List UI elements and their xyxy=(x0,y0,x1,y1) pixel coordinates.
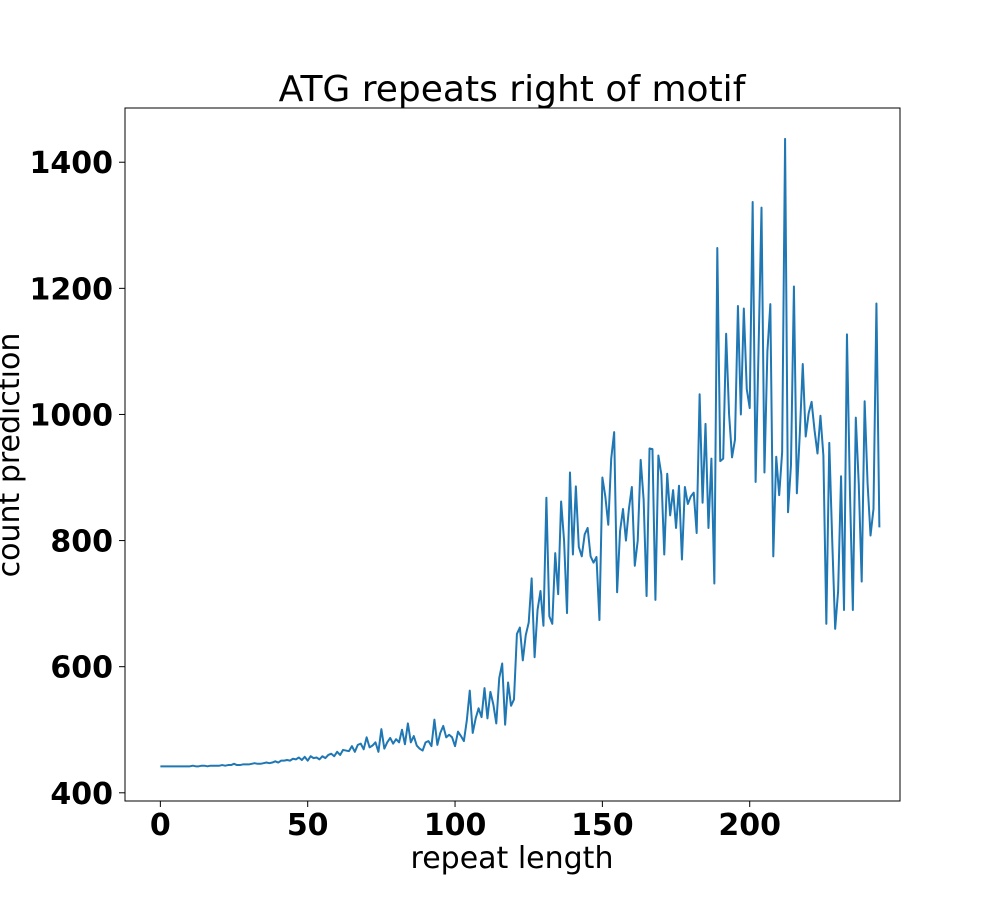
x-axis-label: repeat length xyxy=(411,841,614,876)
y-tick-label: 600 xyxy=(50,651,113,686)
y-axis-label: count prediction xyxy=(0,333,27,578)
y-tick-label: 1200 xyxy=(30,272,114,307)
chart-title: ATG repeats right of motif xyxy=(279,69,747,110)
y-axis: 400 600 800 1000 1200 1400 xyxy=(30,146,125,812)
y-tick-label: 400 xyxy=(50,777,113,812)
x-axis: 0 50 100 150 200 xyxy=(150,801,781,843)
x-tick-label: 200 xyxy=(718,808,781,843)
y-tick-label: 1000 xyxy=(30,398,114,433)
x-tick-label: 150 xyxy=(571,808,634,843)
y-tick-label: 1400 xyxy=(30,146,114,181)
x-tick-label: 50 xyxy=(287,808,329,843)
x-tick-label: 100 xyxy=(424,808,487,843)
x-tick-label: 0 xyxy=(150,808,171,843)
y-tick-label: 800 xyxy=(50,525,113,560)
plot-area xyxy=(125,108,900,801)
plot-frame xyxy=(124,107,901,802)
series-line xyxy=(160,137,881,768)
